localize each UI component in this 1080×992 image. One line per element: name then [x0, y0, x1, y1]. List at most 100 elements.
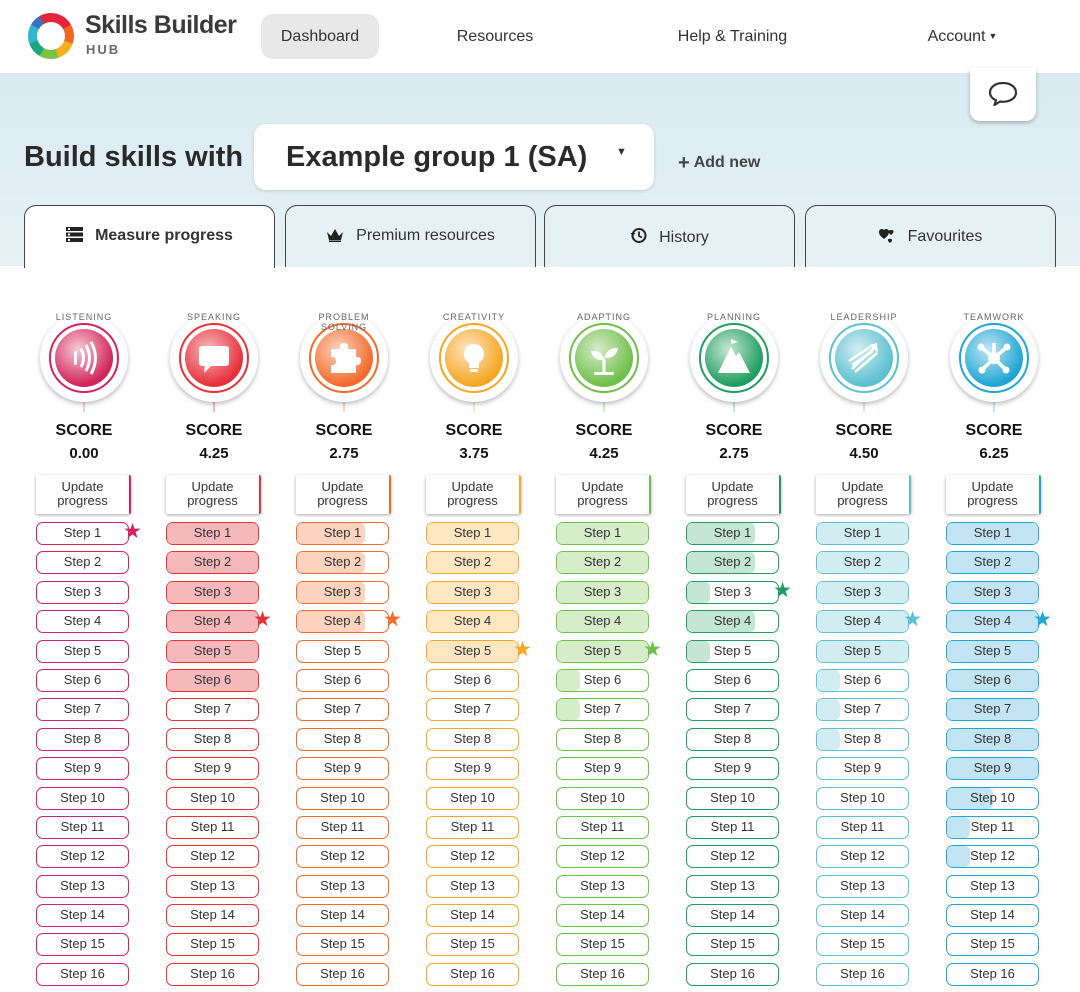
- skill-badge[interactable]: PROBLEM SOLVING: [300, 312, 388, 402]
- chat-button[interactable]: [970, 68, 1036, 121]
- step-button[interactable]: Step 4: [686, 610, 779, 634]
- step-button[interactable]: Step 14: [556, 904, 649, 928]
- step-button[interactable]: Step 7: [296, 698, 389, 722]
- step-button[interactable]: Step 14: [426, 904, 519, 928]
- step-button[interactable]: Step 13: [166, 874, 259, 898]
- skill-badge[interactable]: TEAMWORK: [950, 312, 1038, 402]
- step-button[interactable]: Step 1: [946, 522, 1039, 545]
- step-button[interactable]: Step 11: [946, 815, 1039, 839]
- step-button[interactable]: Step 7: [686, 698, 779, 722]
- update-progress-button[interactable]: Update progress: [816, 475, 911, 514]
- step-button[interactable]: Step 14: [36, 904, 129, 928]
- step-button[interactable]: Step 8: [816, 727, 909, 751]
- update-progress-button[interactable]: Update progress: [686, 475, 781, 514]
- step-button[interactable]: Step 14: [166, 904, 259, 928]
- step-button[interactable]: Step 10: [946, 786, 1039, 810]
- step-button[interactable]: Step 1: [686, 522, 779, 545]
- step-button[interactable]: Step 3: [946, 580, 1039, 604]
- step-button[interactable]: Step 16: [556, 962, 649, 986]
- step-button[interactable]: Step 1: [426, 522, 519, 545]
- step-button[interactable]: Step 10: [426, 786, 519, 810]
- step-button[interactable]: Step 10: [556, 786, 649, 810]
- skill-badge[interactable]: CREATIVITY: [430, 312, 518, 402]
- skill-badge[interactable]: SPEAKING: [170, 312, 258, 402]
- step-button[interactable]: Step 4: [556, 610, 649, 634]
- update-progress-button[interactable]: Update progress: [556, 475, 651, 514]
- step-button[interactable]: Step 2: [166, 551, 259, 575]
- skill-badge[interactable]: PLANNING: [690, 312, 778, 402]
- step-button[interactable]: Step 8: [556, 727, 649, 751]
- step-button[interactable]: Step 3: [816, 580, 909, 604]
- step-button[interactable]: Step 12: [36, 845, 129, 869]
- step-button[interactable]: Step 4 ★: [946, 609, 1052, 634]
- add-new-button[interactable]: + Add new: [678, 152, 760, 175]
- step-button[interactable]: Step 5: [166, 639, 259, 663]
- tab-history[interactable]: History: [544, 205, 795, 267]
- step-button[interactable]: Step 12: [946, 845, 1039, 869]
- step-button[interactable]: Step 6: [816, 668, 909, 692]
- step-button[interactable]: Step 14: [946, 904, 1039, 928]
- step-button[interactable]: Step 12: [686, 845, 779, 869]
- update-progress-button[interactable]: Update progress: [36, 475, 131, 514]
- step-button[interactable]: Step 13: [556, 874, 649, 898]
- step-button[interactable]: Step 15: [36, 933, 129, 957]
- step-button[interactable]: Step 11: [686, 815, 779, 839]
- skill-badge[interactable]: ADAPTING: [560, 312, 648, 402]
- step-button[interactable]: Step 8: [166, 727, 259, 751]
- nav-dashboard[interactable]: Dashboard: [261, 14, 379, 59]
- step-button[interactable]: Step 16: [946, 962, 1039, 986]
- step-button[interactable]: Step 6: [36, 668, 129, 692]
- step-button[interactable]: Step 9: [166, 757, 259, 781]
- step-button[interactable]: Step 2: [36, 551, 129, 575]
- skill-badge[interactable]: LEADERSHIP: [820, 312, 908, 402]
- step-button[interactable]: Step 6: [166, 668, 259, 692]
- step-button[interactable]: Step 2: [946, 551, 1039, 575]
- step-button[interactable]: Step 1 ★: [36, 521, 142, 545]
- step-button[interactable]: Step 10: [166, 786, 259, 810]
- update-progress-button[interactable]: Update progress: [426, 475, 521, 514]
- step-button[interactable]: Step 15: [816, 933, 909, 957]
- step-button[interactable]: Step 13: [426, 874, 519, 898]
- step-button[interactable]: Step 14: [816, 904, 909, 928]
- step-button[interactable]: Step 12: [166, 845, 259, 869]
- step-button[interactable]: Step 3: [166, 580, 259, 604]
- step-button[interactable]: Step 4 ★: [296, 609, 402, 634]
- brand-name[interactable]: Skills Builder: [85, 11, 237, 39]
- step-button[interactable]: Step 1: [166, 522, 259, 545]
- step-button[interactable]: Step 8: [36, 727, 129, 751]
- update-progress-button[interactable]: Update progress: [296, 475, 391, 514]
- step-button[interactable]: Step 2: [296, 551, 389, 575]
- step-button[interactable]: Step 5: [686, 639, 779, 663]
- step-button[interactable]: Step 11: [36, 815, 129, 839]
- group-select[interactable]: Example group 1 (SA) ▼: [254, 124, 654, 190]
- step-button[interactable]: Step 8: [946, 727, 1039, 751]
- step-button[interactable]: Step 6: [686, 668, 779, 692]
- step-button[interactable]: Step 8: [296, 727, 389, 751]
- step-button[interactable]: Step 11: [426, 815, 519, 839]
- nav-help-training[interactable]: Help & Training: [677, 28, 788, 45]
- nav-resources[interactable]: Resources: [456, 28, 534, 45]
- step-button[interactable]: Step 9: [816, 757, 909, 781]
- step-button[interactable]: Step 4: [36, 610, 129, 634]
- step-button[interactable]: Step 7: [166, 698, 259, 722]
- step-button[interactable]: Step 3 ★: [686, 580, 792, 604]
- step-button[interactable]: Step 15: [296, 933, 389, 957]
- step-button[interactable]: Step 5: [296, 639, 389, 663]
- tab-premium-resources[interactable]: Premium resources: [285, 205, 536, 267]
- step-button[interactable]: Step 7: [36, 698, 129, 722]
- step-button[interactable]: Step 16: [36, 962, 129, 986]
- step-button[interactable]: Step 10: [36, 786, 129, 810]
- step-button[interactable]: Step 11: [816, 815, 909, 839]
- step-button[interactable]: Step 3: [296, 580, 389, 604]
- tab-favourites[interactable]: Favourites: [805, 205, 1056, 267]
- step-button[interactable]: Step 12: [426, 845, 519, 869]
- step-button[interactable]: Step 14: [296, 904, 389, 928]
- step-button[interactable]: Step 12: [816, 845, 909, 869]
- skill-badge[interactable]: LISTENING: [40, 312, 128, 402]
- step-button[interactable]: Step 16: [816, 962, 909, 986]
- step-button[interactable]: Step 11: [556, 815, 649, 839]
- step-button[interactable]: Step 7: [556, 698, 649, 722]
- step-button[interactable]: Step 1: [816, 522, 909, 545]
- step-button[interactable]: Step 2: [816, 551, 909, 575]
- step-button[interactable]: Step 2: [426, 551, 519, 575]
